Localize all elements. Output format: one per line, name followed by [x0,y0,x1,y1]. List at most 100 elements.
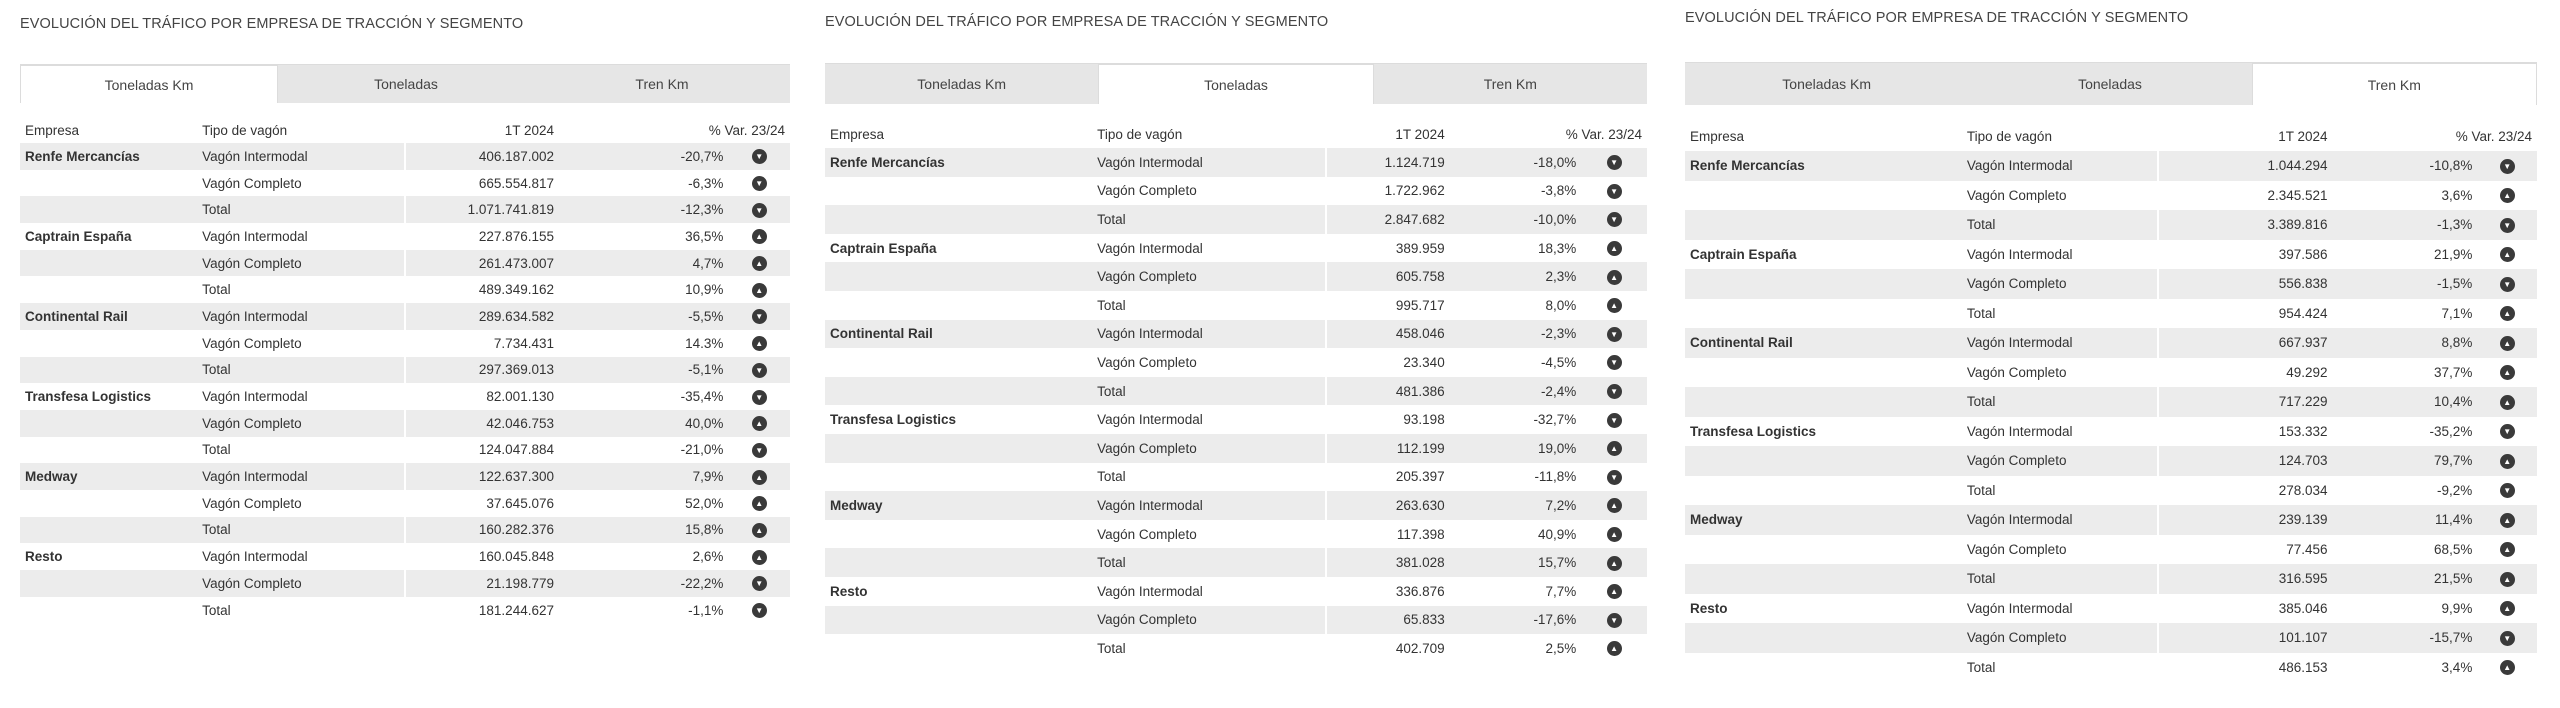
variation-cell: -6,3% [688,175,724,191]
wagon-type-cell: Vagón Completo [1961,446,2158,476]
arrow-up-circle-icon: ▲ [751,336,767,352]
company-cell: Captrain España [1690,246,1797,262]
wagon-type-cell: Vagón Intermodal [1097,583,1203,599]
variation-cell: 9,9% [2441,600,2473,616]
variation-cell: 36,5% [685,228,724,244]
variation-cell: -2,4% [1449,376,1582,406]
company-cell [1685,358,1962,388]
value-cell: 717.229 [2156,387,2333,417]
value-cell: 385.046 [2156,593,2333,623]
trend-cell: ▼ [2477,210,2537,240]
wagon-type-cell: Vagón Completo [1097,526,1197,542]
wagon-type-cell: Total [1966,482,1996,498]
trend-cell: ▲ [1581,433,1647,463]
company-cell: Resto [1690,600,1728,616]
table-row: Vagón Completo 42.046.753 40,0% ▲ [20,409,790,437]
arrow-down-circle-icon: ▼ [1606,155,1622,171]
company-cell [1685,623,1962,653]
table-row: Total 160.282.376 15,8% ▲ [20,516,790,544]
wagon-type-cell: Total [1961,387,2158,417]
wagon-type-cell: Vagón Intermodal [1092,319,1327,349]
trend-cell: ▼ [1581,463,1647,492]
arrow-down-circle-icon: ▼ [1606,384,1622,400]
company-cell: Continental Rail [825,319,1093,349]
tab-toneladas-km[interactable]: Toneladas Km [1782,76,1872,92]
panel-title: EVOLUCIÓN DEL TRÁFICO POR EMPRESA DE TRA… [1685,10,2189,26]
traffic-panel-toneladas: EVOLUCIÓN DEL TRÁFICO POR EMPRESA DE TRA… [825,0,1647,663]
wagon-type-cell: Vagón Intermodal [1966,423,2073,439]
tab-tren-km[interactable]: Tren Km [2251,63,2537,105]
wagon-type-cell: Vagón Completo [197,570,405,597]
trend-cell: ▼ [728,570,790,597]
value-cell: 93.198 [1325,405,1450,434]
variation-cell: -17,6% [1449,605,1582,635]
variation-cell: 21,9% [2434,246,2473,262]
arrow-up-circle-icon: ▲ [2499,542,2515,558]
tab-tren-km[interactable]: Tren Km [635,76,689,92]
variation-cell: -15,7% [2332,623,2478,653]
company-cell: Captrain España [25,228,132,244]
wagon-type-cell: Vagón Completo [1092,433,1327,463]
company-cell [1685,564,1962,594]
table-row: Vagón Completo 2.345.521 3,6% ▲ [1685,180,2537,211]
value-cell: 1.044.294 [2156,151,2333,181]
arrow-up-circle-icon: ▲ [1606,298,1622,314]
variation-cell: 4,7% [558,249,729,277]
tab-toneladas[interactable]: Toneladas [1098,64,1374,104]
value-cell: 667.937 [2156,328,2333,358]
arrow-down-circle-icon: ▼ [751,603,767,618]
traffic-panel-toneladas-km: EVOLUCIÓN DEL TRÁFICO POR EMPRESA DE TRA… [20,0,790,624]
traffic-panel-tren-km: EVOLUCIÓN DEL TRÁFICO POR EMPRESA DE TRA… [1685,0,2537,682]
arrow-up-circle-icon: ▲ [751,522,767,538]
wagon-type-cell: Vagón Completo [202,335,302,351]
wagon-type-cell: Vagón Intermodal [1961,505,2158,535]
header-tipo-vagon: Tipo de vagón [1097,126,1183,142]
trend-cell: ▲ [2477,240,2537,270]
value-cell: 289.634.582 [403,303,559,330]
value-cell: 153.332 [2156,416,2333,446]
tab-toneladas[interactable]: Toneladas [374,76,438,92]
trend-cell: ▲ [2477,299,2537,329]
value-cell: 481.386 [1325,376,1450,406]
table-row: Renfe Mercancías Vagón Intermodal 406.187.… [20,143,790,170]
variation-cell: 7,2% [1449,491,1582,520]
company-cell [20,437,197,464]
trend-cell: ▼ [2477,623,2537,653]
trend-cell: ▼ [728,383,790,410]
arrow-up-circle-icon: ▲ [2499,335,2515,351]
table-row: Vagón Completo 101.107 -15,7% ▼ [1685,623,2537,653]
arrow-up-circle-icon: ▲ [2499,660,2515,676]
trend-cell: ▲ [2477,328,2537,358]
company-cell [20,490,197,517]
tab-toneladas-km[interactable]: Toneladas Km [917,76,1007,92]
table-row: Vagón Completo 49.292 37,7% ▲ [1685,357,2537,388]
variation-cell: 7,1% [2441,305,2473,321]
trend-cell: ▼ [1581,605,1647,635]
panel-title: EVOLUCIÓN DEL TRÁFICO POR EMPRESA DE TRA… [825,14,1329,30]
arrow-down-circle-icon: ▼ [1606,183,1622,199]
value-cell: 23.340 [1325,348,1450,377]
arrow-up-circle-icon: ▲ [751,229,767,245]
value-cell: 316.595 [2156,564,2333,594]
arrow-down-circle-icon: ▼ [751,442,767,458]
tab-toneladas[interactable]: Toneladas [2078,76,2142,92]
variation-cell: 11,4% [2332,505,2478,535]
arrow-up-circle-icon: ▲ [2499,306,2515,322]
header-periodo: 1T 2024 [1395,126,1445,142]
tab-bar: Toneladas Km Toneladas Tren Km [825,63,1647,104]
header-periodo: 1T 2024 [2278,128,2328,144]
value-cell: 77.456 [2156,534,2333,564]
arrow-up-circle-icon: ▲ [751,469,767,485]
tab-bar: Toneladas Km Toneladas Tren Km [1685,62,2537,105]
table-row: Total 2.847.682 -10,0% ▼ [825,205,1647,234]
table-row: Continental Rail Vagón Intermodal 458.046-… [825,319,1647,349]
trend-cell: ▲ [728,249,790,277]
arrow-down-circle-icon: ▼ [1606,326,1622,342]
trend-cell: ▼ [2477,151,2537,181]
wagon-type-cell: Total [1097,640,1126,656]
variation-cell: 52,0% [685,495,724,511]
company-cell [1685,181,1962,211]
value-cell: 160.045.848 [403,543,559,570]
tab-tren-km[interactable]: Tren Km [1483,76,1537,92]
tab-toneladas-km[interactable]: Toneladas Km [20,65,278,103]
